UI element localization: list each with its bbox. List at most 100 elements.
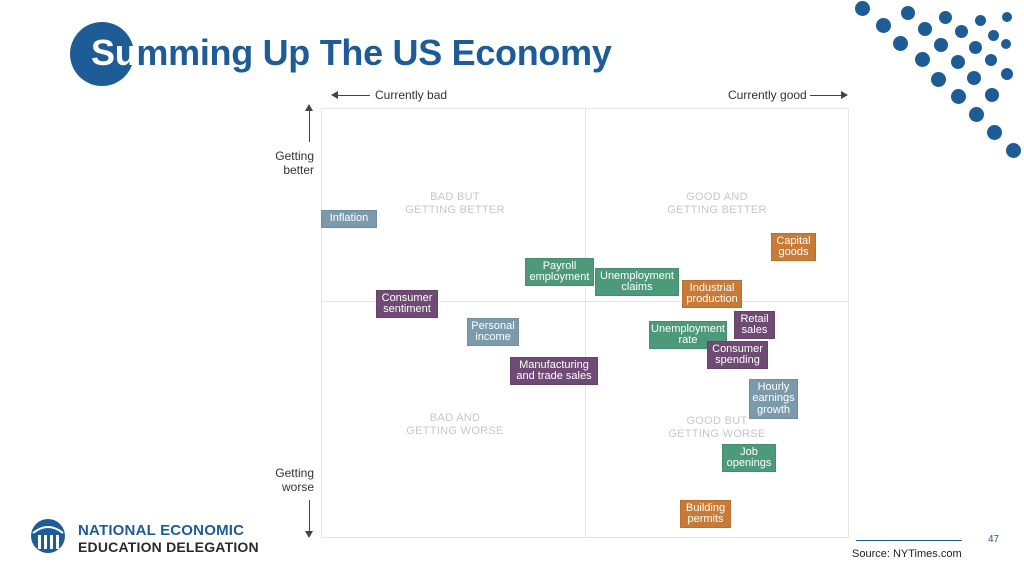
- down-arrow-shaft: [309, 500, 310, 532]
- quadrant-label-line: GETTING BETTER: [405, 204, 505, 216]
- org-name-line1: NATIONAL ECONOMIC: [78, 522, 245, 539]
- title-rest: mming Up The US Economy: [136, 32, 612, 73]
- org-name-line2: EDUCATION DELEGATION: [78, 539, 259, 555]
- dot-pattern-dot: [985, 88, 999, 102]
- indicator-label: production: [686, 293, 738, 305]
- indicator-label: Unemployment: [600, 269, 674, 282]
- indicator-label: Payroll: [542, 259, 577, 272]
- indicator-retail-sales: Retail sales: [734, 311, 775, 339]
- dot-pattern-dot: [988, 30, 999, 41]
- quadrant-label-line: GETTING WORSE: [668, 428, 766, 440]
- indicator-job-openings: Job openings: [722, 444, 776, 472]
- indicator-label: sales: [741, 324, 768, 336]
- dot-pattern-dot: [975, 15, 986, 26]
- axis-label-getting-worse-line1: Getting: [275, 466, 314, 480]
- dot-pattern-dot: [939, 11, 952, 24]
- quadrant-label-line: BAD AND: [429, 412, 481, 424]
- indicator-consumer-spending: Consumer spending: [707, 341, 768, 369]
- indicator-label: Unemployment: [651, 322, 725, 335]
- dot-pattern-dot: [1001, 39, 1011, 49]
- dot-pattern-dot: [967, 71, 981, 85]
- indicator-label: Hourly: [757, 380, 790, 393]
- indicator-payroll-employment: Payroll employment: [525, 258, 594, 286]
- indicator-hourly-earnings-growth: Hourly earnings growth: [749, 379, 798, 419]
- dot-pattern-dot: [855, 1, 870, 16]
- dot-pattern-dot: [951, 55, 965, 69]
- axis-label-getting-worse: Getting worse: [270, 466, 314, 494]
- indicator-label: Manufacturing: [519, 358, 589, 371]
- quadrant-horizontal-divider: [321, 301, 849, 302]
- quadrant-label-bad-getting-worse: BAD AND GETTING WORSE: [355, 412, 555, 438]
- indicator-unemployment-claims: Unemployment claims: [595, 268, 679, 296]
- left-arrow-head: [331, 91, 338, 99]
- quadrant-label-line: GOOD BUT: [686, 415, 748, 427]
- indicator-inflation: Inflation: [321, 210, 377, 228]
- title-first-letters: Su: [91, 32, 137, 73]
- axis-label-getting-better: Getting better: [270, 149, 314, 177]
- indicator-label: spending: [715, 354, 760, 366]
- dot-pattern-dot: [1001, 68, 1013, 80]
- dot-pattern-dot: [915, 52, 930, 67]
- quadrant-vertical-divider: [585, 108, 586, 538]
- dot-pattern-dot: [918, 22, 932, 36]
- indicator-label: earnings: [752, 392, 795, 405]
- dot-pattern-dot: [951, 89, 966, 104]
- axis-label-getting-worse-line2: worse: [281, 480, 314, 494]
- down-arrow-head: [305, 531, 313, 538]
- indicator-label: Job: [740, 445, 758, 458]
- indicator-label: goods: [778, 246, 809, 258]
- dot-pattern-dot: [893, 36, 908, 51]
- indicator-label: employment: [529, 271, 590, 283]
- axis-label-getting-better-line1: Getting: [275, 149, 314, 163]
- page-number: 47: [988, 534, 1000, 545]
- dot-pattern-dot: [1006, 143, 1021, 158]
- indicator-label: Building: [685, 501, 726, 514]
- footer-rule: [856, 540, 962, 541]
- indicator-label: Personal: [471, 319, 515, 332]
- indicator-label: rate: [678, 334, 698, 346]
- indicator-label: permits: [687, 513, 724, 525]
- indicator-label: claims: [621, 281, 653, 293]
- indicator-label: Retail: [740, 312, 769, 325]
- indicator-label: income: [475, 331, 511, 343]
- title-circle-decoration: [70, 22, 134, 86]
- indicator-industrial-production: Industrial production: [682, 280, 742, 308]
- axis-label-currently-good: Currently good: [728, 88, 807, 102]
- dot-pattern-dot: [955, 25, 968, 38]
- indicator-capital-goods: Capital goods: [771, 233, 816, 261]
- indicator-building-permits: Building permits: [680, 500, 731, 528]
- indicator-label: sentiment: [383, 303, 431, 315]
- up-arrow-head: [305, 104, 313, 111]
- indicator-label: Consumer: [712, 342, 763, 355]
- indicator-personal-income: Personal income: [467, 318, 519, 346]
- indicator-label: and trade sales: [516, 370, 592, 382]
- dot-pattern-dot: [969, 107, 984, 122]
- dot-pattern-dot: [1002, 12, 1012, 22]
- left-arrow-shaft: [336, 95, 370, 96]
- indicator-label: Consumer: [381, 291, 433, 304]
- axis-label-currently-bad: Currently bad: [375, 88, 448, 102]
- dot-pattern-dot: [931, 72, 946, 87]
- slide-title: Summing Up The US Economy: [91, 32, 612, 74]
- up-arrow-shaft: [309, 110, 310, 142]
- dot-pattern-dot: [969, 41, 982, 54]
- quadrant-label-line: GETTING WORSE: [406, 425, 504, 437]
- quadrant-label-line: BAD BUT: [430, 191, 480, 203]
- indicator-label: Industrial: [689, 281, 735, 294]
- indicator-label: Capital: [776, 234, 811, 247]
- indicator-label: openings: [726, 457, 772, 469]
- quadrant-label-good-getting-better: GOOD AND GETTING BETTER: [617, 191, 817, 217]
- quadrant-label-bad-getting-better: BAD BUT GETTING BETTER: [355, 191, 555, 217]
- indicator-unemployment-rate: Unemployment rate: [649, 321, 727, 349]
- quadrant-label-line: GETTING BETTER: [667, 204, 767, 216]
- quadrant-label-line: GOOD AND: [686, 191, 748, 203]
- dot-pattern-dot: [987, 125, 1002, 140]
- dot-pattern-dot: [934, 38, 948, 52]
- right-arrow-shaft: [810, 95, 842, 96]
- dot-pattern-dot: [876, 18, 891, 33]
- axis-label-getting-better-line2: better: [283, 163, 314, 177]
- dot-pattern-dot: [985, 54, 997, 66]
- indicator-label: growth: [756, 403, 791, 416]
- source-citation: Source: NYTimes.com: [852, 548, 962, 560]
